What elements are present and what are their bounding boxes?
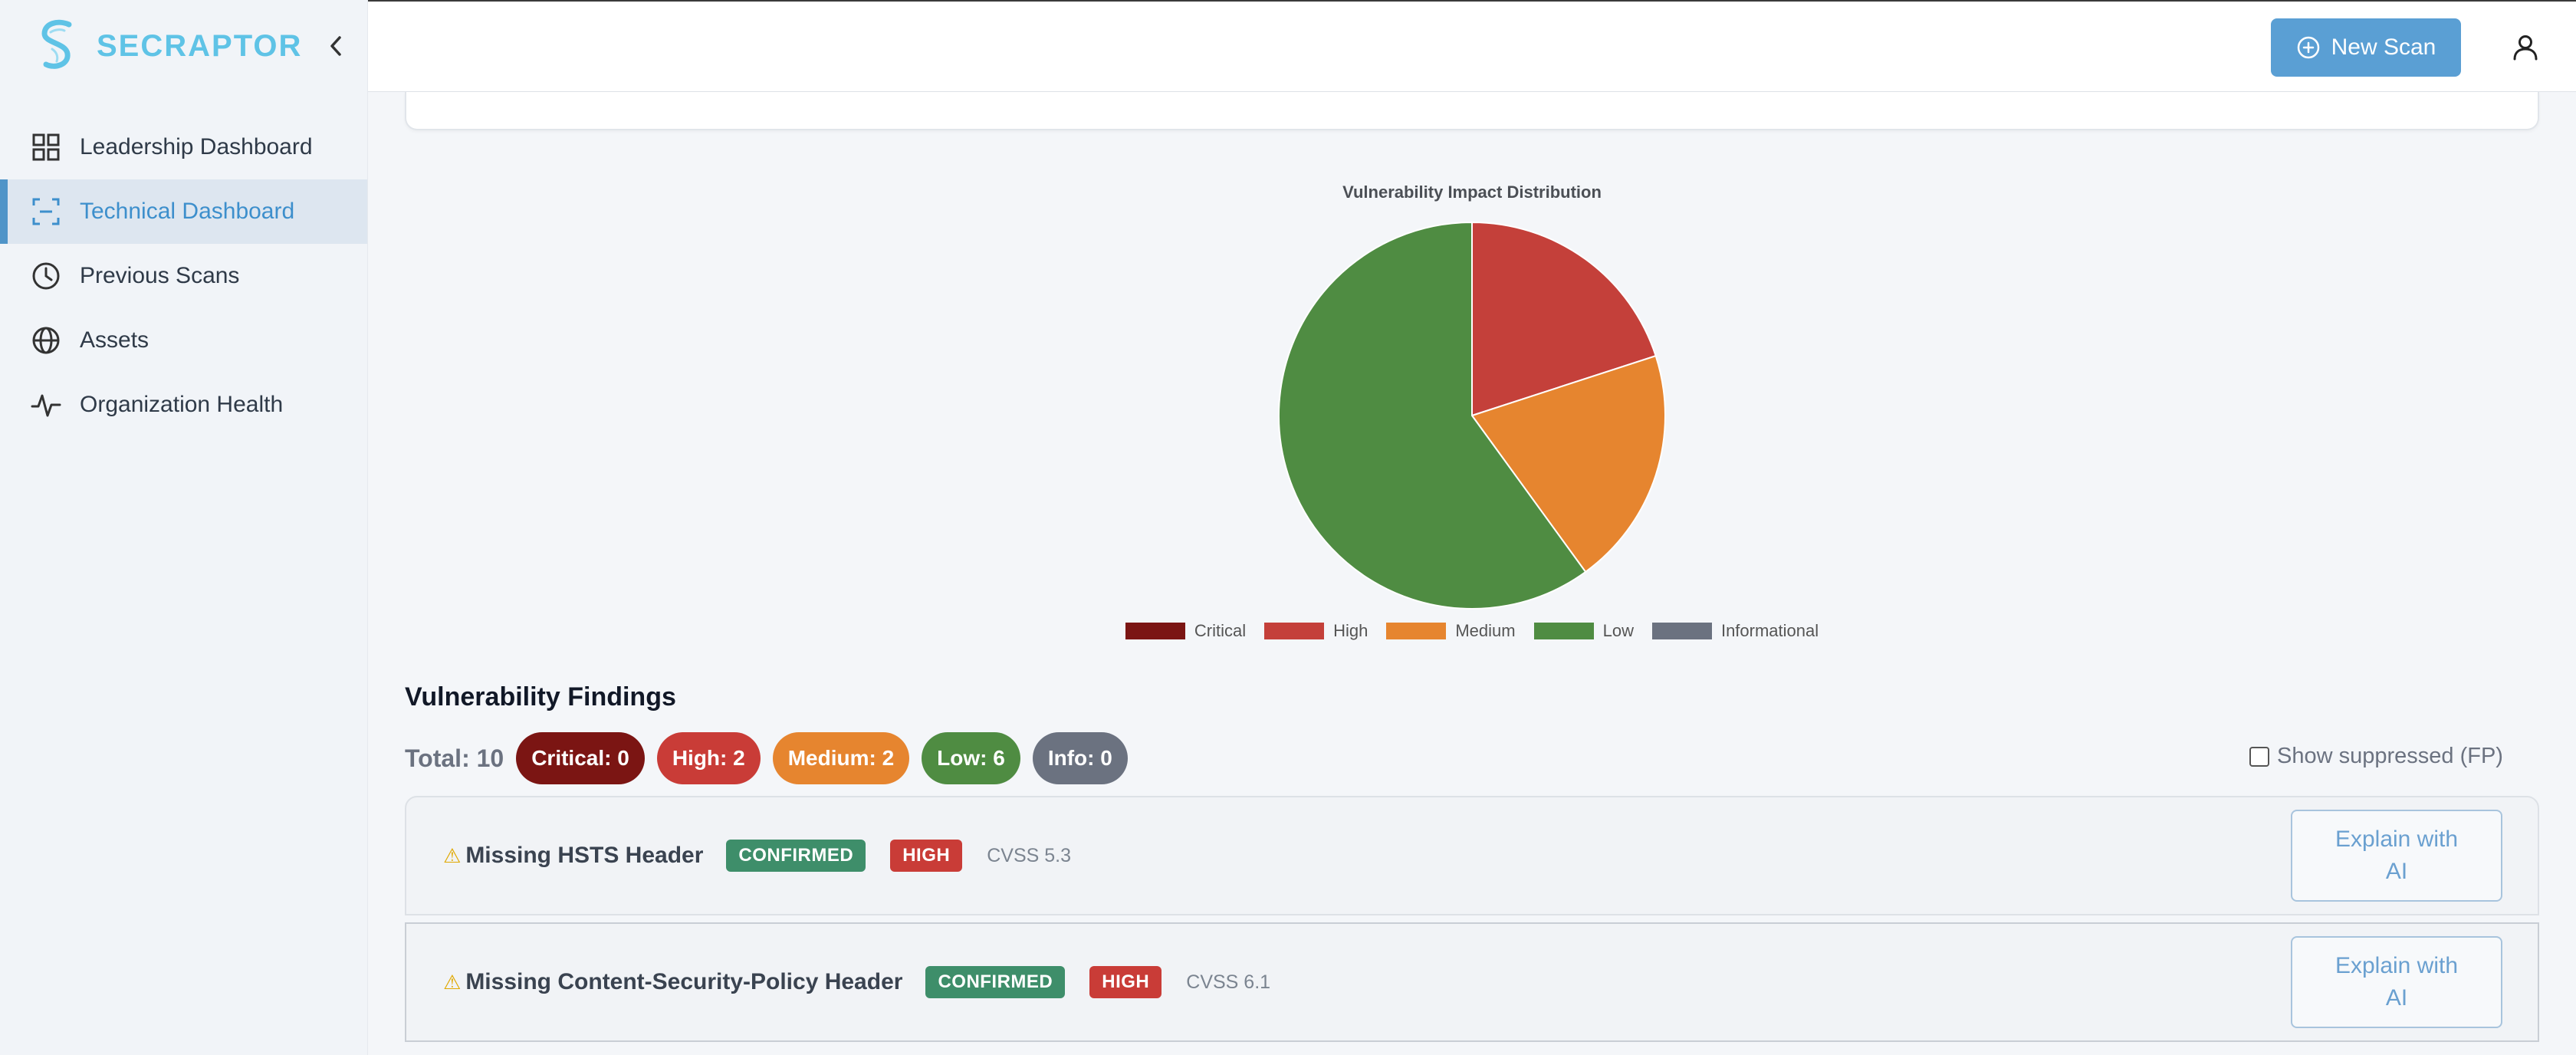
globe-icon: [32, 327, 60, 354]
activity-icon: [31, 394, 61, 417]
sidebar-item-assets[interactable]: Assets: [0, 308, 367, 373]
severity-badge: HIGH: [890, 840, 963, 872]
medium-count-pill[interactable]: Medium: 2: [772, 732, 910, 784]
chevron-left-icon: [330, 36, 342, 56]
finding-card[interactable]: ⚠ Missing Content-Security-Policy Header…: [405, 922, 2539, 1042]
sidebar-item-leadership-dashboard[interactable]: Leadership Dashboard: [0, 115, 367, 179]
legend-item-informational[interactable]: Informational: [1651, 621, 1819, 641]
warning-icon: ⚠: [443, 843, 462, 867]
grid-icon: [32, 133, 60, 161]
finding-card[interactable]: ⚠ Missing HSTS Header CONFIRMED HIGH CVS…: [405, 796, 2539, 915]
sidebar-item-technical-dashboard[interactable]: Technical Dashboard: [0, 179, 367, 244]
findings-summary: Total: 10 Critical: 0 High: 2 Medium: 2 …: [405, 732, 1140, 784]
collapse-sidebar-button[interactable]: [322, 32, 350, 60]
legend-swatch: [1651, 623, 1712, 639]
cvss-score: CVSS 6.1: [1186, 971, 1271, 993]
top-bar: New Scan: [368, 0, 2576, 92]
pie-slice-low[interactable]: [1277, 221, 1587, 610]
new-scan-button[interactable]: New Scan: [2271, 18, 2461, 77]
severity-badge: HIGH: [1089, 966, 1162, 998]
cvss-score: CVSS 5.3: [987, 844, 1071, 866]
clock-icon: [32, 262, 60, 290]
chart-legend: Critical High Medium Low Informational: [405, 621, 2539, 641]
findings-section-title: Vulnerability Findings: [405, 682, 676, 712]
brand-name: SECRAPTOR: [97, 28, 303, 63]
show-suppressed-label: Show suppressed (FP): [2277, 744, 2503, 768]
legend-swatch: [1125, 623, 1185, 639]
sidebar-item-previous-scans[interactable]: Previous Scans: [0, 244, 367, 308]
sidebar: SECRAPTOR Leadership Dashboard Technical…: [0, 0, 368, 1055]
low-count-pill[interactable]: Low: 6: [922, 732, 1020, 784]
legend-label: Low: [1602, 621, 1634, 640]
chart-title: Vulnerability Impact Distribution: [1342, 182, 1602, 202]
critical-count-pill[interactable]: Critical: 0: [516, 732, 645, 784]
total-count: Total: 10: [405, 744, 504, 772]
info-count-pill[interactable]: Info: 0: [1032, 732, 1128, 784]
legend-label: Medium: [1455, 621, 1516, 640]
show-suppressed-toggle[interactable]: Show suppressed (FP): [2249, 744, 2503, 769]
pie-chart: [1277, 221, 1667, 610]
legend-item-high[interactable]: High: [1264, 621, 1368, 641]
previous-card-bottom: [405, 92, 2539, 130]
user-menu-button[interactable]: [2507, 29, 2544, 66]
pie-slice-medium[interactable]: [1470, 354, 1667, 574]
explain-with-ai-button[interactable]: Explain with AI: [2291, 936, 2502, 1028]
user-icon: [2513, 35, 2538, 61]
legend-item-critical[interactable]: Critical: [1125, 621, 1246, 641]
brand: SECRAPTOR: [0, 0, 367, 92]
legend-item-low[interactable]: Low: [1533, 621, 1634, 641]
legend-label: High: [1333, 621, 1368, 640]
show-suppressed-checkbox[interactable]: [2249, 746, 2269, 767]
status-badge: CONFIRMED: [925, 966, 1066, 998]
legend-swatch: [1533, 623, 1594, 639]
finding-title: Missing Content-Security-Policy Header: [465, 969, 903, 994]
sidebar-item-label: Technical Dashboard: [80, 199, 295, 224]
legend-item-medium[interactable]: Medium: [1386, 621, 1516, 641]
secraptor-logo-icon: [41, 19, 72, 69]
warning-icon: ⚠: [443, 970, 462, 994]
legend-swatch: [1386, 623, 1447, 639]
legend-label: Critical: [1194, 621, 1247, 640]
plus-circle-icon: [2297, 36, 2319, 59]
explain-with-ai-button[interactable]: Explain with AI: [2291, 810, 2502, 902]
sidebar-nav: Leadership Dashboard Technical Dashboard…: [0, 115, 367, 437]
scan-frame-icon: [32, 198, 60, 225]
sidebar-item-label: Previous Scans: [80, 263, 240, 288]
legend-label: Informational: [1720, 621, 1819, 640]
vulnerability-impact-chart: Vulnerability Impact Distribution Critic…: [405, 169, 2539, 659]
status-badge: CONFIRMED: [726, 840, 866, 872]
finding-header: ⚠ Missing HSTS Header CONFIRMED HIGH CVS…: [443, 797, 1071, 914]
finding-header: ⚠ Missing Content-Security-Policy Header…: [443, 924, 1270, 1040]
sidebar-item-label: Leadership Dashboard: [80, 134, 313, 159]
new-scan-label: New Scan: [2331, 35, 2436, 60]
pie-slice-high[interactable]: [1471, 221, 1657, 417]
legend-swatch: [1264, 623, 1325, 639]
sidebar-item-organization-health[interactable]: Organization Health: [0, 373, 367, 437]
finding-title: Missing HSTS Header: [465, 843, 704, 868]
high-count-pill[interactable]: High: 2: [656, 732, 761, 784]
sidebar-item-label: Organization Health: [80, 392, 284, 417]
sidebar-item-label: Assets: [80, 327, 150, 353]
